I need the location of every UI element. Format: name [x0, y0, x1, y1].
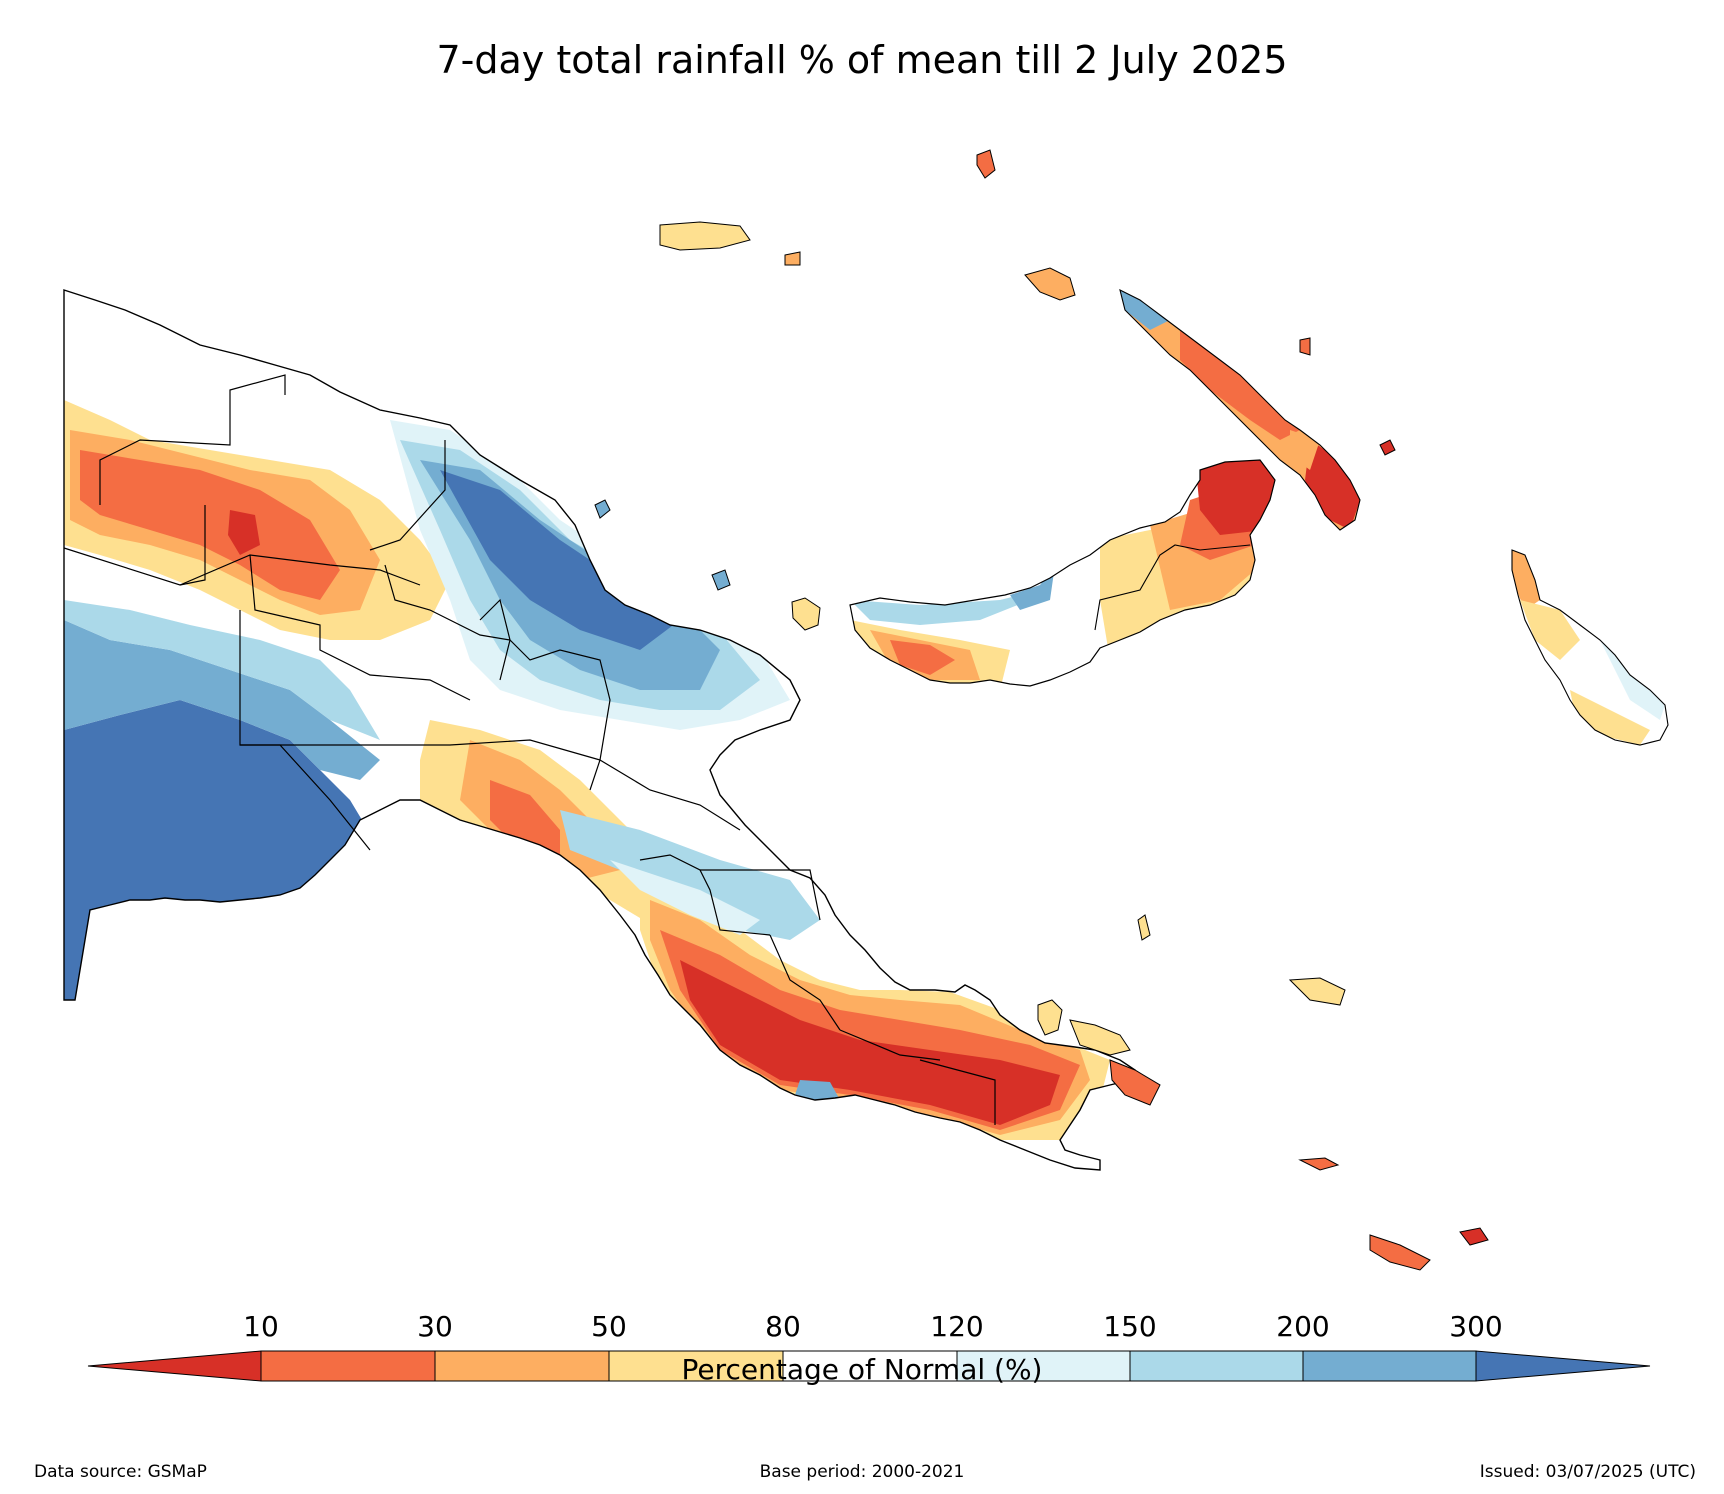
nb-north-light-blue: [850, 560, 1060, 625]
base-period-note: Base period: 2000-2021: [759, 1462, 965, 1482]
colorbar-80-120: [782, 1350, 958, 1382]
colorbar-120-150: [956, 1350, 1131, 1382]
trobriand-islands: [1137, 914, 1151, 941]
colorbar-tick-80: 80: [765, 1310, 801, 1343]
nb-province-boundary: [1094, 544, 1251, 631]
ni-coastline: [1119, 288, 1361, 531]
colorbar-tick-50: 50: [591, 1310, 627, 1343]
woodlark-island: [1288, 977, 1346, 1006]
colorbar-30-50: [434, 1350, 610, 1382]
karkar-island: [594, 499, 611, 519]
mainland-gulf-light-blue: [560, 810, 820, 940]
sudest-island: [1369, 1234, 1431, 1271]
bv-coastline: [1511, 549, 1669, 746]
bv-mid-yellow: [1520, 600, 1580, 660]
ni-mid-red-orange: [1180, 330, 1300, 440]
mussau-island: [976, 149, 996, 179]
mainland-nw-red-spot: [228, 510, 260, 555]
colorbar-tick-120: 120: [930, 1310, 984, 1343]
tabar-island: [1379, 439, 1396, 456]
goodenough-island: [1037, 999, 1063, 1036]
colorbar: [87, 1350, 1651, 1382]
mainland-nw-red-orange: [80, 450, 340, 600]
colorbar-tick-300: 300: [1449, 1310, 1503, 1343]
colorbar-tick-10: 10: [243, 1310, 279, 1343]
nb-west-red-orange: [890, 640, 955, 675]
long-island: [711, 569, 731, 591]
bv-south-yellow: [1570, 690, 1650, 745]
colorbar-tick-30: 30: [417, 1310, 453, 1343]
mainland-nc-deep-blue: [440, 470, 680, 650]
map-title: 7-day total rainfall % of mean till 2 Ju…: [436, 38, 1288, 82]
manus-island: [659, 221, 801, 266]
nb-coastline: [849, 459, 1276, 687]
issued-date-note: Issued: 03/07/2025 (UTC): [1479, 1462, 1696, 1482]
mainland-west-light-blue: [64, 600, 380, 740]
data-source-note: Data source: GSMaP: [34, 1462, 207, 1482]
nb-gazelle-red: [1195, 460, 1275, 535]
bv-east-light-blue: [1600, 640, 1665, 720]
fergusson-island: [1069, 1019, 1131, 1056]
ni-north-blue: [1120, 290, 1170, 330]
umboi-island: [791, 597, 821, 631]
mainland-gulf-white: [610, 860, 760, 935]
mainland-central-red-orange: [490, 780, 560, 860]
bv-north-orange: [1512, 550, 1540, 610]
province-boundaries: [63, 374, 996, 1125]
colorbar-150-200: [1129, 1350, 1304, 1382]
colorbar-gt300: [1475, 1350, 1651, 1382]
colorbar-10-30: [260, 1350, 436, 1382]
colorbar-tick-200: 200: [1276, 1310, 1330, 1343]
colorbar-label: Percentage of Normal (%): [681, 1353, 1043, 1386]
new-hanover-island: [1024, 267, 1076, 301]
normanby-island: [1109, 1059, 1161, 1106]
mainland-coastline: [63, 289, 1136, 1171]
mainland-west-blue: [64, 620, 380, 780]
rossel-island: [1459, 1227, 1489, 1246]
nb-north-blue: [1010, 565, 1055, 610]
colorbar-tick-150: 150: [1103, 1310, 1157, 1343]
misima-island: [1298, 1157, 1340, 1171]
feni-island: [1299, 337, 1311, 356]
